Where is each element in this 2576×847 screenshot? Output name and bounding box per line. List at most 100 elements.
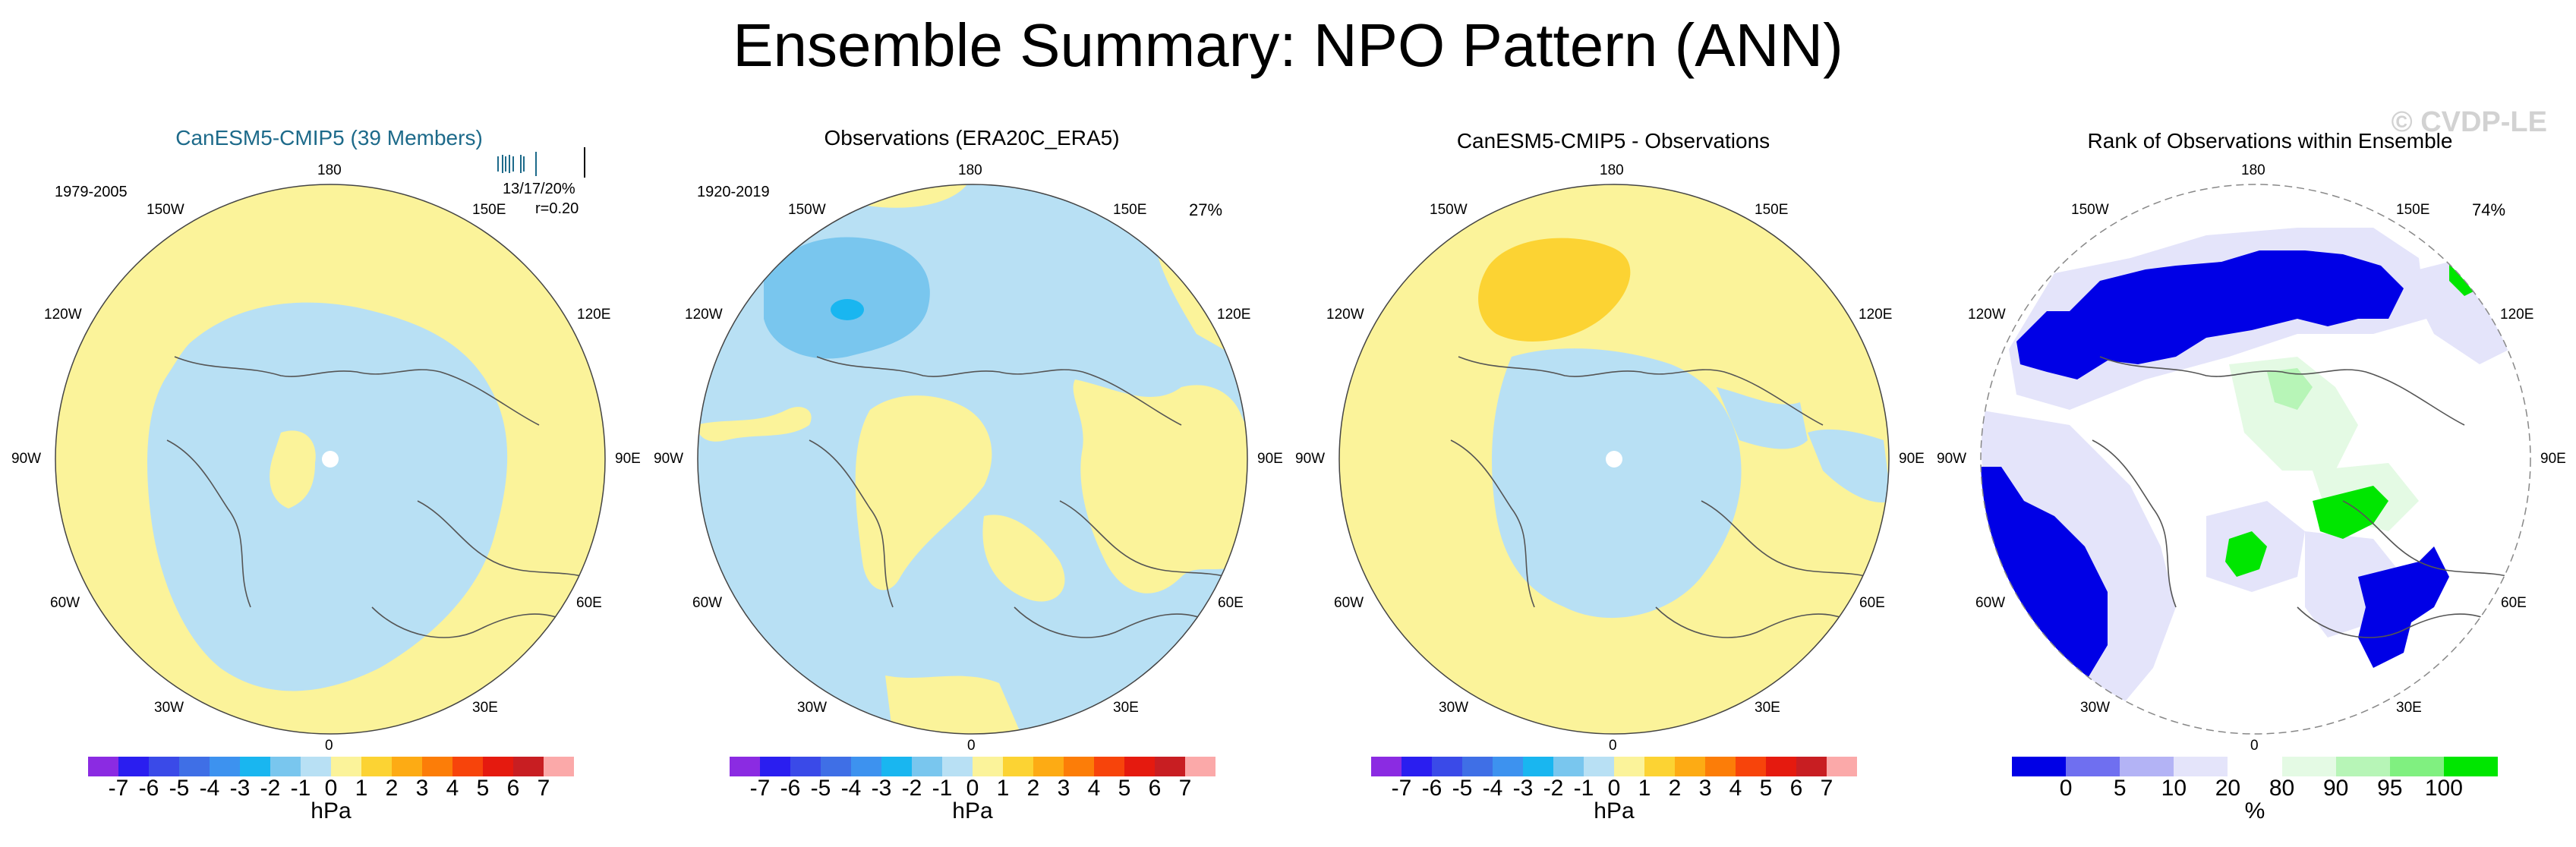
colorbar-tick-label: -7 — [1391, 776, 1412, 801]
panel-1-colorbar — [88, 757, 574, 776]
colorbar-tick-label: -5 — [810, 776, 831, 801]
panel-4-lon-0: 0 — [2250, 738, 2259, 754]
panel-1-lon-120w: 120W — [44, 307, 82, 323]
panel-2-percent: 27% — [1189, 200, 1223, 219]
colorbar-swatch — [118, 757, 149, 776]
panel-3-title: CanESM5-CMIP5 - Observations — [1456, 129, 1770, 153]
colorbar-tick-label: 7 — [537, 776, 550, 801]
colorbar-swatch — [1003, 757, 1033, 776]
colorbar-tick-label: -1 — [1573, 776, 1594, 801]
panel-3-lon-150e: 150E — [1755, 202, 1789, 218]
colorbar-tick-label: -6 — [780, 776, 801, 801]
colorbar-tick-label: -3 — [871, 776, 892, 801]
colorbar-tick-label: 5 — [1118, 776, 1131, 801]
colorbar-tick-label: 20 — [2215, 776, 2241, 801]
colorbar-swatch — [1462, 757, 1493, 776]
colorbar-tick-label: 3 — [1698, 776, 1712, 801]
colorbar-swatch — [210, 757, 240, 776]
panel-1-lon-0: 0 — [325, 738, 333, 754]
panel-1-period: 1979-2005 — [55, 184, 128, 200]
colorbar-swatch — [422, 757, 452, 776]
panel-2-colorbar-unit: hPa — [952, 798, 993, 823]
panel-1-lon-150e: 150E — [472, 202, 506, 218]
panel-2-colorbar — [730, 757, 1215, 776]
colorbar-swatch — [2012, 757, 2067, 776]
panel-2-lon-30e: 30E — [1113, 700, 1139, 716]
panel-1-lon-90w: 90W — [11, 451, 42, 467]
colorbar-swatch — [452, 757, 483, 776]
colorbar-swatch — [1432, 757, 1462, 776]
colorbar-swatch — [1523, 757, 1553, 776]
panel-3-lon-180: 180 — [1600, 162, 1624, 178]
colorbar-tick-label: 3 — [1057, 776, 1070, 801]
colorbar-swatch — [2443, 757, 2498, 776]
panel-1-stats-line2: r=0.20 — [535, 200, 579, 217]
colorbar-tick-label: -3 — [229, 776, 251, 801]
panel-2-lon-150w: 150W — [788, 202, 826, 218]
colorbar-swatch — [942, 757, 973, 776]
colorbar-tick-label: 3 — [415, 776, 429, 801]
panel-4-lon-150e: 150E — [2396, 202, 2430, 218]
panel-4-lon-120w: 120W — [1968, 307, 2006, 323]
watermark: © CVDP-LE — [2391, 106, 2547, 138]
panel-4-lon-90w: 90W — [1937, 451, 1967, 467]
panel-3-positive-core — [1478, 238, 1631, 342]
colorbar-swatch — [973, 757, 1003, 776]
colorbar-tick-label: 100 — [2424, 776, 2463, 801]
panel-2-lon-60w: 60W — [692, 595, 723, 611]
panel-2-lon-180: 180 — [958, 162, 982, 178]
panel-1-colorbar-unit: hPa — [311, 798, 352, 823]
colorbar-tick-label: 1 — [996, 776, 1010, 801]
panel-4-lon-150w: 150W — [2071, 202, 2109, 218]
panel-4-map — [1980, 184, 2531, 735]
colorbar-tick-label: 6 — [506, 776, 520, 801]
colorbar-tick-label: -6 — [1421, 776, 1442, 801]
page-title: Ensemble Summary: NPO Pattern (ANN) — [733, 11, 1843, 79]
colorbar-tick-label: -7 — [108, 776, 129, 801]
colorbar-tick-label: -1 — [932, 776, 953, 801]
panel-1-lon-30w: 30W — [154, 700, 184, 716]
colorbar-swatch — [790, 757, 821, 776]
colorbar-swatch — [1402, 757, 1432, 776]
panel-3-lon-90w: 90W — [1295, 451, 1326, 467]
colorbar-tick-label: 0 — [966, 776, 979, 801]
panel-4-low-rank-north — [2016, 250, 2404, 379]
colorbar-swatch — [2120, 757, 2174, 776]
panel-2-lon-120e: 120E — [1217, 307, 1251, 323]
colorbar-tick-label: 90 — [2322, 776, 2349, 801]
panel-4-lon-60w: 60W — [1975, 595, 2006, 611]
colorbar-tick-label: -5 — [1452, 776, 1473, 801]
colorbar-tick-label: -2 — [260, 776, 281, 801]
colorbar-swatch — [1827, 757, 1857, 776]
colorbar-tick-label: 1 — [355, 776, 368, 801]
colorbar-tick-label: -2 — [1543, 776, 1564, 801]
panel-1-lon-60w: 60W — [50, 595, 80, 611]
colorbar-swatch — [361, 757, 392, 776]
colorbar-tick-label: 10 — [2161, 776, 2187, 801]
panel-2-lon-60e: 60E — [1218, 595, 1244, 611]
panel-1-lon-120e: 120E — [577, 307, 611, 323]
panel-3-colorbar-unit: hPa — [1594, 798, 1635, 823]
colorbar-swatch — [1064, 757, 1094, 776]
colorbar-swatch — [1493, 757, 1523, 776]
colorbar-tick-label: 0 — [1607, 776, 1621, 801]
colorbar-swatch — [881, 757, 912, 776]
panel-4-lon-60e: 60E — [2501, 595, 2527, 611]
colorbar-swatch — [483, 757, 513, 776]
colorbar-swatch — [2228, 757, 2282, 776]
colorbar-swatch — [2389, 757, 2444, 776]
panel-3-lon-120w: 120W — [1326, 307, 1364, 323]
colorbar-swatch — [1155, 757, 1185, 776]
colorbar-swatch — [270, 757, 301, 776]
panel-3-lon-60e: 60E — [1859, 595, 1885, 611]
colorbar-swatch — [88, 757, 118, 776]
panel-1-title: CanESM5-CMIP5 (39 Members) — [175, 126, 483, 150]
colorbar-swatch — [1371, 757, 1402, 776]
panel-3-lon-30e: 30E — [1755, 700, 1780, 716]
panel-4-lon-120e: 120E — [2500, 307, 2534, 323]
colorbar-swatch — [2335, 757, 2390, 776]
colorbar-tick-label: -5 — [169, 776, 190, 801]
panel-4-low-rank-west — [1981, 467, 2108, 683]
colorbar-swatch — [912, 757, 942, 776]
panel-1-lon-180: 180 — [317, 162, 342, 178]
